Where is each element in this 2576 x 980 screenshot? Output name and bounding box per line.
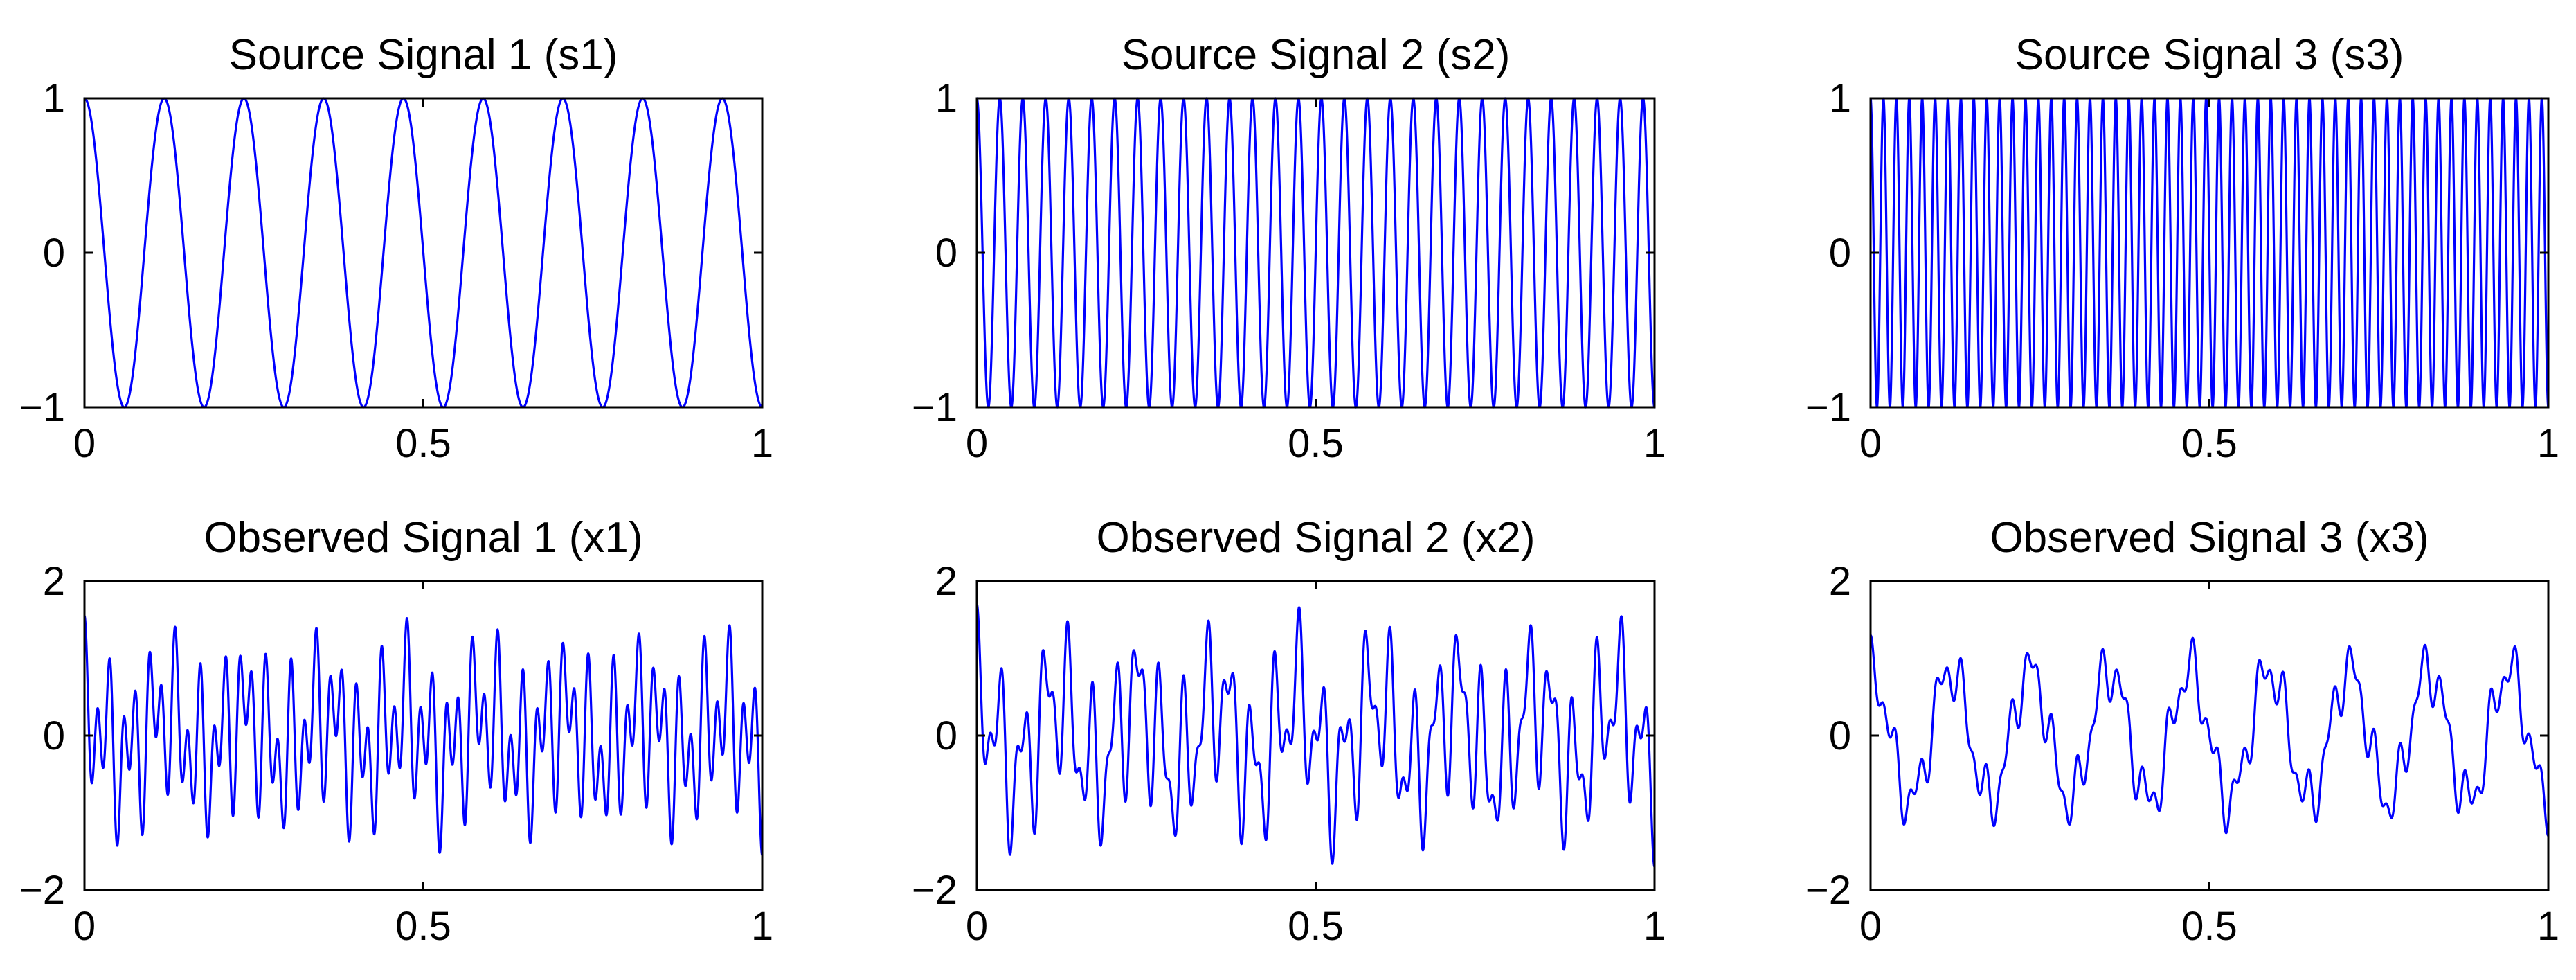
- y-tick-label: 0: [935, 231, 957, 276]
- y-tick-label: 0: [1829, 713, 1851, 758]
- y-tick-label: 1: [935, 76, 957, 121]
- x-tick-label: 0: [73, 904, 96, 949]
- x-tick-label: 0: [73, 421, 96, 466]
- subplot-title: Source Signal 2 (s2): [1122, 31, 1511, 79]
- x-tick-label: 0.5: [1288, 421, 1344, 466]
- subplot-title: Observed Signal 3 (x3): [1990, 514, 2429, 562]
- x-tick-label: 0.5: [395, 421, 451, 466]
- x-tick-label: 0: [1859, 421, 1882, 466]
- subplot: Observed Signal 1 (x1)0 0.5 1−202: [19, 514, 773, 949]
- y-tick-label: 2: [935, 559, 957, 604]
- y-tick-label: −2: [19, 868, 65, 913]
- x-tick-label: 1: [751, 904, 773, 949]
- y-tick-label: −1: [1805, 385, 1851, 430]
- subplot-title: Observed Signal 2 (x2): [1096, 514, 1535, 562]
- y-tick-label: 0: [43, 231, 65, 276]
- x-tick-label: 0.5: [395, 904, 451, 949]
- x-tick-label: 1: [2537, 904, 2559, 949]
- series-line: [977, 97, 1655, 409]
- y-tick-label: 0: [1829, 231, 1851, 276]
- x-tick-label: 1: [1643, 904, 1666, 949]
- x-tick-label: 0.5: [1288, 904, 1344, 949]
- subplot: Source Signal 3 (s3)0 0.5 1−101: [1805, 31, 2559, 466]
- series-line: [84, 97, 762, 409]
- y-tick-label: 1: [1829, 76, 1851, 121]
- subplot-title: Observed Signal 1 (x1): [204, 514, 642, 562]
- y-tick-label: 2: [43, 559, 65, 604]
- subplot-title: Source Signal 1 (s1): [229, 31, 618, 79]
- x-tick-label: 0: [966, 421, 988, 466]
- y-tick-label: −2: [912, 868, 957, 913]
- series-line: [1871, 634, 2548, 837]
- series-line: [84, 614, 762, 857]
- subplot: Source Signal 1 (s1)0 0.5 1−101: [19, 31, 773, 466]
- series-line: [1871, 97, 2548, 409]
- x-tick-label: 0.5: [2181, 421, 2237, 466]
- x-tick-label: 0: [966, 904, 988, 949]
- y-tick-label: −2: [1805, 868, 1851, 913]
- x-tick-label: 0: [1859, 904, 1882, 949]
- y-tick-label: 0: [43, 713, 65, 758]
- y-tick-label: 2: [1829, 559, 1851, 604]
- y-tick-label: 0: [935, 713, 957, 758]
- subplot: Source Signal 2 (s2)0 0.5 1−101: [912, 31, 1666, 466]
- x-tick-label: 1: [2537, 421, 2559, 466]
- y-tick-label: −1: [912, 385, 957, 430]
- x-tick-label: 1: [1643, 421, 1666, 466]
- subplot-title: Source Signal 3 (s3): [2015, 31, 2404, 79]
- x-tick-label: 1: [751, 421, 773, 466]
- subplot: Observed Signal 3 (x3)0 0.5 1−202: [1805, 514, 2559, 949]
- series-line: [977, 603, 1655, 868]
- x-tick-label: 0.5: [2181, 904, 2237, 949]
- subplot: Observed Signal 2 (x2)0 0.5 1−202: [912, 514, 1666, 949]
- y-tick-label: 1: [43, 76, 65, 121]
- y-tick-label: −1: [19, 385, 65, 430]
